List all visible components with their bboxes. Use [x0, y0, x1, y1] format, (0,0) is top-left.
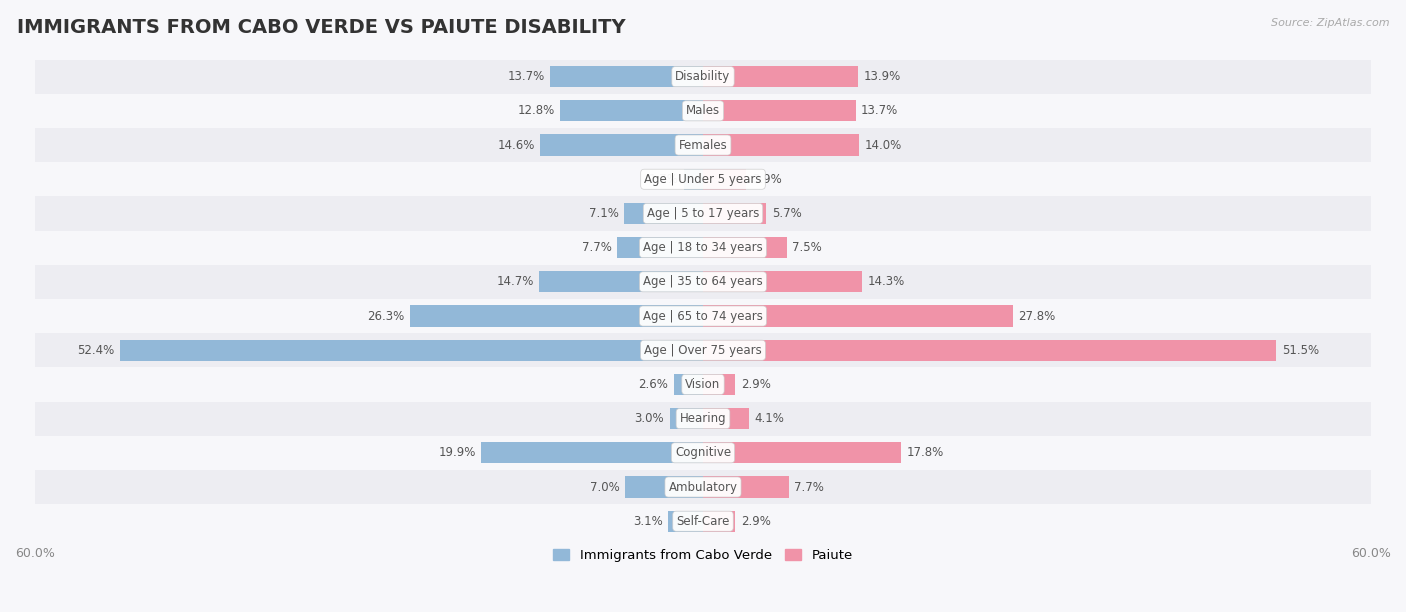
Bar — [617, 237, 703, 258]
Bar — [540, 135, 703, 155]
Bar — [703, 135, 859, 155]
Bar — [561, 100, 703, 121]
Bar — [626, 476, 703, 498]
Bar — [703, 271, 862, 293]
Text: IMMIGRANTS FROM CABO VERDE VS PAIUTE DISABILITY: IMMIGRANTS FROM CABO VERDE VS PAIUTE DIS… — [17, 18, 626, 37]
Bar — [35, 265, 1371, 299]
Text: 7.0%: 7.0% — [589, 480, 620, 493]
Bar — [685, 169, 703, 190]
Bar — [668, 510, 703, 532]
Text: 4.1%: 4.1% — [754, 412, 785, 425]
Bar — [35, 231, 1371, 265]
Text: 7.7%: 7.7% — [794, 480, 824, 493]
Text: 12.8%: 12.8% — [517, 104, 555, 118]
Text: 1.7%: 1.7% — [648, 173, 679, 185]
Bar — [35, 299, 1371, 333]
Bar — [703, 340, 1277, 361]
Text: 27.8%: 27.8% — [1018, 310, 1056, 323]
Text: 14.0%: 14.0% — [865, 138, 901, 152]
Bar — [120, 340, 703, 361]
Text: 14.3%: 14.3% — [868, 275, 905, 288]
Bar — [703, 305, 1012, 327]
Text: 14.6%: 14.6% — [498, 138, 534, 152]
Bar — [481, 442, 703, 463]
Text: 7.7%: 7.7% — [582, 241, 612, 254]
Bar — [673, 374, 703, 395]
Bar — [669, 408, 703, 429]
Text: Females: Females — [679, 138, 727, 152]
Text: 2.9%: 2.9% — [741, 378, 770, 391]
Bar — [703, 510, 735, 532]
Bar — [35, 436, 1371, 470]
Text: 19.9%: 19.9% — [439, 446, 475, 460]
Text: Disability: Disability — [675, 70, 731, 83]
Text: 26.3%: 26.3% — [367, 310, 405, 323]
Text: 13.9%: 13.9% — [863, 70, 901, 83]
Legend: Immigrants from Cabo Verde, Paiute: Immigrants from Cabo Verde, Paiute — [548, 543, 858, 567]
Bar — [35, 94, 1371, 128]
Text: 3.9%: 3.9% — [752, 173, 782, 185]
Bar — [551, 66, 703, 88]
Bar — [35, 504, 1371, 539]
Bar — [703, 408, 748, 429]
Bar — [703, 169, 747, 190]
Bar — [703, 203, 766, 224]
Text: 2.6%: 2.6% — [638, 378, 668, 391]
Text: Age | Over 75 years: Age | Over 75 years — [644, 344, 762, 357]
Text: 3.1%: 3.1% — [633, 515, 662, 528]
Text: 13.7%: 13.7% — [508, 70, 546, 83]
Text: Source: ZipAtlas.com: Source: ZipAtlas.com — [1271, 18, 1389, 28]
Text: Age | 5 to 17 years: Age | 5 to 17 years — [647, 207, 759, 220]
Text: Self-Care: Self-Care — [676, 515, 730, 528]
Text: 17.8%: 17.8% — [907, 446, 943, 460]
Text: Age | 65 to 74 years: Age | 65 to 74 years — [643, 310, 763, 323]
Bar — [35, 470, 1371, 504]
Text: Vision: Vision — [685, 378, 721, 391]
Text: 3.0%: 3.0% — [634, 412, 664, 425]
Bar — [411, 305, 703, 327]
Bar — [540, 271, 703, 293]
Text: Hearing: Hearing — [679, 412, 727, 425]
Text: 51.5%: 51.5% — [1282, 344, 1319, 357]
Text: 2.9%: 2.9% — [741, 515, 770, 528]
Text: Age | 35 to 64 years: Age | 35 to 64 years — [643, 275, 763, 288]
Text: 52.4%: 52.4% — [77, 344, 114, 357]
Bar — [35, 128, 1371, 162]
Bar — [703, 237, 786, 258]
Text: Age | 18 to 34 years: Age | 18 to 34 years — [643, 241, 763, 254]
Bar — [35, 59, 1371, 94]
Text: 13.7%: 13.7% — [860, 104, 898, 118]
Text: Age | Under 5 years: Age | Under 5 years — [644, 173, 762, 185]
Bar — [703, 476, 789, 498]
Text: 5.7%: 5.7% — [772, 207, 801, 220]
Bar — [624, 203, 703, 224]
Text: Cognitive: Cognitive — [675, 446, 731, 460]
Text: 7.5%: 7.5% — [792, 241, 823, 254]
Bar — [35, 196, 1371, 231]
Bar — [703, 100, 855, 121]
Bar — [703, 374, 735, 395]
Text: 7.1%: 7.1% — [589, 207, 619, 220]
Text: Ambulatory: Ambulatory — [668, 480, 738, 493]
Text: 14.7%: 14.7% — [496, 275, 534, 288]
Bar — [703, 66, 858, 88]
Bar — [35, 367, 1371, 401]
Bar — [35, 162, 1371, 196]
Bar — [35, 401, 1371, 436]
Bar — [35, 333, 1371, 367]
Bar — [703, 442, 901, 463]
Text: Males: Males — [686, 104, 720, 118]
